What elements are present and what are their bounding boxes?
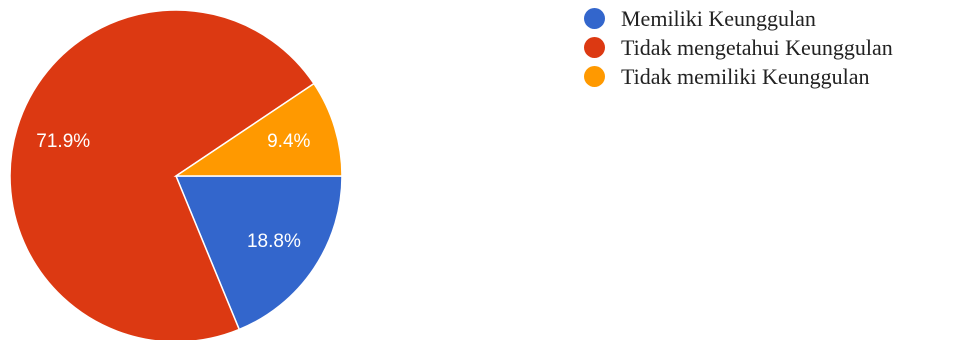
legend-item: Tidak mengetahui Keunggulan bbox=[584, 33, 893, 62]
pie-slice-1 bbox=[9, 9, 315, 340]
pie-slice-2 bbox=[173, 82, 343, 177]
pie-slice-0 bbox=[174, 175, 343, 331]
legend-swatch bbox=[584, 37, 605, 58]
slice-value-label: 71.9% bbox=[36, 131, 90, 152]
legend-label: Memiliki Keunggulan bbox=[621, 5, 816, 31]
slice-value-label: 18.8% bbox=[247, 231, 301, 252]
legend-item: Tidak memiliki Keunggulan bbox=[584, 62, 893, 91]
pie-plot-area: 18.8% 71.9% 9.4% bbox=[9, 9, 343, 340]
legend-swatch bbox=[584, 8, 605, 29]
legend-label: Tidak mengetahui Keunggulan bbox=[621, 34, 893, 60]
legend-swatch bbox=[584, 66, 605, 87]
legend-label: Tidak memiliki Keunggulan bbox=[621, 63, 870, 89]
legend-item: Memiliki Keunggulan bbox=[584, 4, 893, 33]
slice-value-label: 9.4% bbox=[267, 131, 310, 152]
legend: Memiliki Keunggulan Tidak mengetahui Keun… bbox=[584, 4, 893, 91]
